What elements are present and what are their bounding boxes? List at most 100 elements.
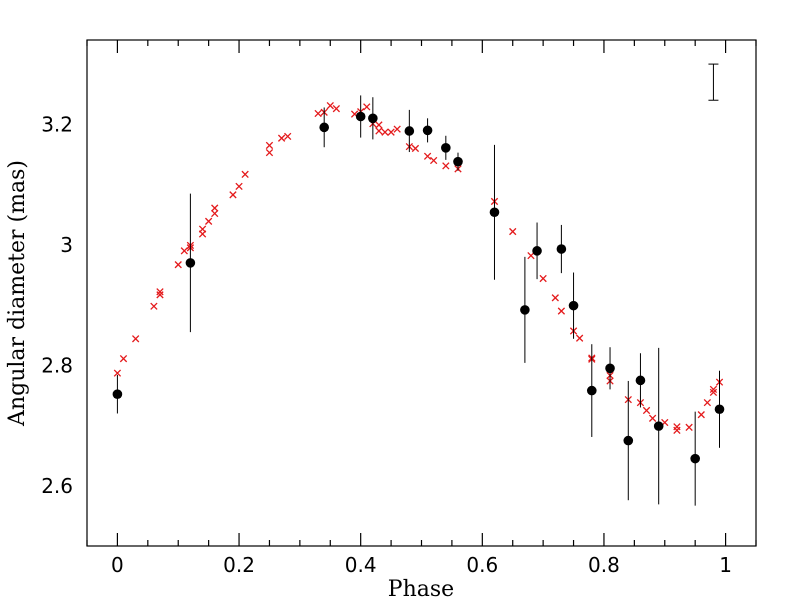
model-point	[113, 369, 122, 377]
model-point-stroke	[697, 411, 705, 419]
model-point-stroke	[265, 148, 274, 157]
model-point	[326, 101, 334, 110]
model-point	[156, 291, 164, 299]
measurement-point	[368, 113, 378, 124]
measurement-point	[714, 404, 725, 415]
model-point-stroke	[180, 247, 188, 255]
model-point	[265, 141, 274, 150]
model-point-stroke	[709, 388, 718, 397]
model-point-stroke	[326, 101, 334, 110]
y-tick-label: 2.8	[41, 353, 73, 377]
measurement-point	[690, 453, 700, 464]
model-point-stroke	[156, 288, 164, 296]
model-point	[156, 288, 164, 296]
measurement-point	[355, 111, 366, 122]
model-point-stroke	[685, 423, 693, 431]
model-point-stroke	[430, 156, 438, 165]
model-point	[551, 294, 559, 302]
x-axis-title: Phase	[388, 577, 454, 598]
x-tick-label: 0.8	[588, 553, 620, 577]
model-point	[673, 426, 681, 435]
model-point-stroke	[387, 128, 395, 136]
y-tick-label: 3.2	[41, 112, 73, 136]
model-point-stroke	[551, 294, 559, 302]
typical-error-bar	[708, 63, 719, 101]
model-point-stroke	[350, 110, 359, 118]
model-point-stroke	[174, 261, 182, 269]
model-point	[709, 385, 718, 394]
model-point	[211, 209, 219, 218]
measurement-point	[556, 244, 567, 254]
model-point	[198, 225, 207, 233]
model-point-stroke	[284, 132, 292, 141]
model-point-stroke	[442, 162, 450, 170]
measurement-point	[605, 363, 615, 374]
model-point	[430, 156, 438, 165]
measurement-point	[319, 122, 329, 133]
model-point	[509, 227, 517, 236]
model-point	[277, 134, 286, 142]
model-point	[265, 148, 274, 157]
model-point-stroke	[363, 103, 371, 111]
model-point-stroke	[235, 182, 243, 191]
x-tick-label: 0.2	[223, 553, 255, 577]
measurement-point	[441, 143, 451, 153]
measurement-point	[653, 421, 664, 431]
measurement-point	[532, 246, 542, 256]
measurement-point	[520, 305, 530, 315]
model-point-stroke	[198, 225, 207, 233]
model-point-stroke	[156, 291, 164, 299]
measurement-point	[422, 125, 433, 136]
x-tick-label: 0	[111, 553, 124, 577]
x-tick-label: 0.4	[345, 553, 377, 577]
model-point	[411, 144, 420, 153]
measurement-point	[185, 258, 196, 268]
measurement-point	[453, 156, 463, 167]
model-point-stroke	[229, 191, 237, 199]
x-tick-label: 1	[719, 553, 732, 577]
model-point	[119, 354, 128, 363]
model-point-stroke	[393, 125, 401, 133]
plot-frame	[86, 39, 757, 547]
model-point	[648, 414, 657, 422]
model-point	[387, 128, 395, 136]
measurement-point	[635, 375, 646, 386]
model-point-stroke	[241, 170, 249, 178]
model-point	[204, 217, 213, 225]
model-point	[284, 132, 292, 141]
model-point	[241, 170, 249, 178]
model-point	[174, 261, 182, 269]
x-tick-label: 0.6	[466, 553, 498, 577]
model-point-stroke	[648, 414, 657, 422]
measurement-point	[112, 389, 123, 400]
y-tick-label: 2.6	[41, 474, 73, 498]
model-point	[539, 274, 547, 283]
model-point	[393, 125, 401, 133]
model-point-stroke	[703, 398, 712, 407]
model-point-stroke	[113, 369, 122, 377]
model-point	[180, 247, 188, 255]
model-point	[703, 398, 712, 407]
model-point	[642, 406, 651, 415]
model-point	[131, 335, 140, 343]
model-point-stroke	[539, 274, 547, 283]
model-point-stroke	[709, 385, 718, 394]
data-layer	[112, 63, 725, 506]
model-point-stroke	[211, 209, 219, 218]
model-point	[575, 334, 584, 342]
model-point-stroke	[411, 144, 420, 153]
model-point-stroke	[211, 204, 219, 212]
model-point	[557, 307, 566, 315]
model-point-stroke	[150, 302, 158, 310]
model-point-stroke	[575, 334, 584, 342]
model-point	[375, 121, 383, 129]
y-tick-label: 3	[60, 233, 73, 257]
model-point-stroke	[509, 227, 517, 236]
model-point	[363, 103, 371, 111]
measurement-point	[568, 300, 579, 311]
model-point-stroke	[131, 335, 140, 343]
model-point-stroke	[332, 105, 341, 113]
model-point	[709, 388, 718, 397]
model-point-stroke	[265, 141, 274, 150]
